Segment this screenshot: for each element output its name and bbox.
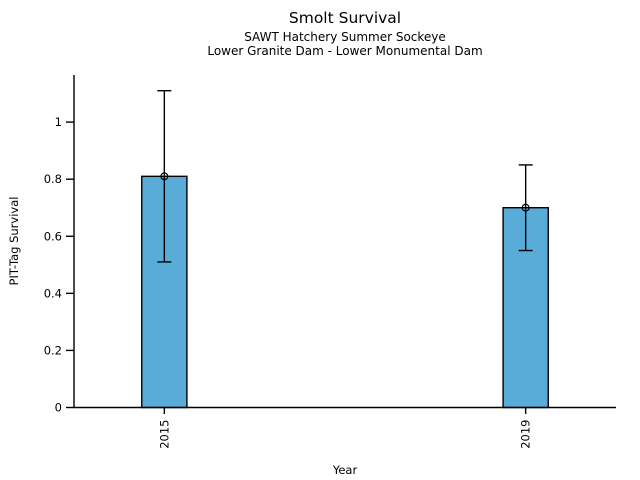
y-tick-label: 1 — [55, 115, 62, 129]
y-tick-label: 0.4 — [44, 286, 62, 300]
data-point-marker — [521, 203, 530, 212]
x-tick-label: 2019 — [519, 420, 533, 449]
data-point-marker — [160, 172, 169, 181]
y-tick-label: 0.6 — [44, 229, 62, 243]
chart-subtitle-1: SAWT Hatchery Summer Sockeye — [244, 29, 446, 44]
x-tick-label: 2015 — [157, 420, 171, 449]
y-tick-label: 0.2 — [44, 343, 62, 357]
y-tick-label: 0 — [55, 401, 62, 415]
y-tick-label: 0.8 — [44, 172, 62, 186]
chart-title: Smolt Survival — [288, 9, 402, 27]
chart-header: Smolt Survival SAWT Hatchery Summer Sock… — [74, 9, 616, 59]
x-axis-label: Year — [332, 463, 358, 477]
chart-subtitle-2: Lower Granite Dam - Lower Monumental Dam — [207, 44, 483, 59]
